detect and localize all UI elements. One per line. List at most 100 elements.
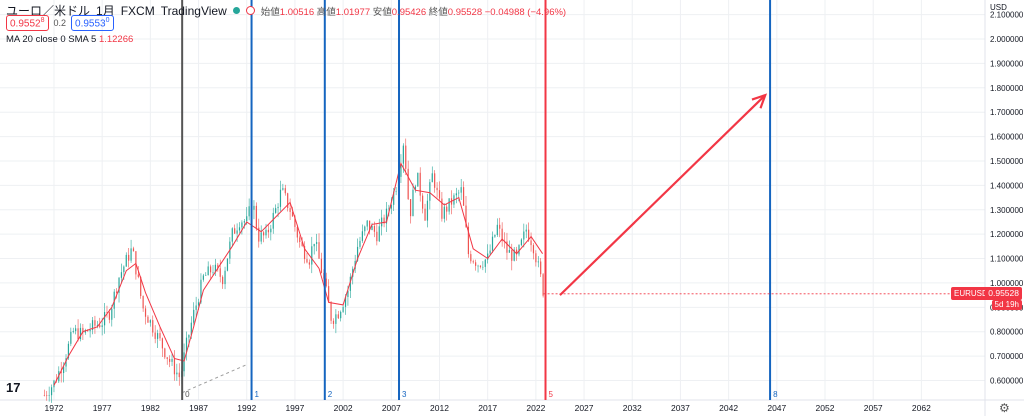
candle-body: [337, 314, 339, 319]
candle-body: [91, 320, 94, 330]
candle-body: [67, 343, 70, 359]
spread-value: 0.2: [53, 18, 67, 29]
candle-body: [448, 198, 450, 212]
y-tick-label: 1.200000: [990, 230, 1024, 239]
candle-body: [395, 191, 397, 192]
candle-body: [111, 308, 113, 320]
candle-body: [72, 331, 74, 332]
candle-body: [185, 337, 188, 353]
candle-body: [291, 211, 294, 217]
candle-body: [532, 245, 535, 254]
candle-body: [224, 270, 226, 285]
x-tick-label: 2047: [767, 403, 786, 413]
candle-body: [142, 296, 144, 309]
candle-body: [202, 275, 204, 280]
candle-body: [275, 208, 277, 213]
candle-body: [499, 224, 501, 229]
candle-body: [515, 249, 518, 255]
candle-body: [494, 235, 496, 237]
candle-body: [462, 187, 465, 206]
candle-body: [265, 229, 267, 236]
x-tick-label: 2032: [623, 403, 642, 413]
candle-body: [540, 261, 542, 275]
cycle-number-label: 1: [255, 390, 260, 399]
candle-body: [308, 262, 310, 265]
candle-body: [316, 242, 318, 244]
x-tick-label: 2007: [382, 403, 401, 413]
countdown-label: 5d 19h: [991, 300, 1022, 310]
candle-body: [169, 358, 171, 362]
y-tick-label: 1.600000: [990, 133, 1024, 142]
candle-body: [195, 305, 197, 310]
interval-label[interactable]: 1月: [96, 4, 115, 18]
candle-body: [446, 206, 448, 212]
candle-body: [130, 248, 132, 261]
candle-body: [393, 191, 395, 205]
candle-body: [472, 261, 474, 263]
candle-body: [173, 358, 176, 375]
candle-body: [159, 333, 161, 339]
candle-body: [344, 297, 347, 307]
symbol-name[interactable]: ユーロ／米ドル: [6, 4, 91, 18]
candle-body: [359, 240, 361, 247]
buy-button[interactable]: 0.95530: [71, 15, 114, 32]
candle-body: [60, 371, 62, 374]
candle-body: [226, 258, 229, 271]
x-tick-label: 1997: [285, 403, 304, 413]
candle-body: [183, 352, 185, 372]
candle-body: [82, 327, 84, 333]
cycle-number-label: 5: [549, 390, 554, 399]
candle-body: [209, 266, 212, 273]
y-tick-label: 0.600000: [990, 376, 1024, 385]
candle-body: [236, 230, 238, 234]
tradingview-logo-icon[interactable]: 17: [6, 380, 21, 395]
candle-body: [414, 186, 416, 190]
x-tick-label: 2027: [575, 403, 594, 413]
candle-body: [108, 312, 110, 320]
sell-button[interactable]: 0.95528: [6, 15, 49, 32]
candle-body: [243, 221, 245, 223]
x-tick-label: 2012: [430, 403, 449, 413]
candle-body: [200, 279, 202, 303]
cycle-number-label: 8: [773, 390, 778, 399]
candle-body: [65, 358, 67, 367]
candle-body: [128, 254, 130, 261]
candle-body: [75, 328, 77, 332]
candle-body: [258, 227, 260, 242]
candle-body: [364, 226, 366, 232]
candle-body: [161, 338, 163, 349]
forecast-arrow-head: [751, 93, 768, 109]
candle-body: [166, 357, 168, 359]
candle-body: [429, 182, 431, 201]
candle-body: [381, 217, 383, 227]
chart-header: ユーロ／米ドル 1月 FXCM TradingView 始値1.00516 高値…: [6, 2, 566, 19]
candle-body: [222, 276, 224, 285]
candle-body: [188, 335, 190, 338]
candle-body: [537, 261, 539, 263]
candle-body: [528, 229, 530, 241]
candle-body: [371, 225, 373, 230]
candle-body: [178, 372, 180, 378]
candle-body: [369, 220, 371, 230]
candle-body: [306, 259, 308, 263]
candle-body: [63, 366, 65, 374]
candle-body: [318, 242, 320, 259]
x-tick-label: 2002: [334, 403, 353, 413]
dashed-trend-line: [181, 364, 247, 394]
gear-icon[interactable]: ⚙: [999, 401, 1010, 415]
candle-body: [530, 240, 532, 246]
candle-body: [513, 249, 515, 261]
candle-body: [301, 241, 303, 247]
indicator-label: MA 20 close 0 SMA 5: [6, 34, 97, 45]
indicator-legend[interactable]: MA 20 close 0 SMA 5 1.12266: [6, 34, 133, 45]
y-tick-label: 1.500000: [990, 157, 1024, 166]
candle-body: [436, 187, 438, 191]
candle-body: [272, 212, 274, 229]
candle-body: [43, 395, 45, 396]
cycle-number-label: 2: [328, 390, 333, 399]
candle-body: [424, 208, 426, 221]
candle-body: [116, 291, 118, 293]
candle-body: [94, 320, 96, 326]
y-tick-label: 1.400000: [990, 181, 1024, 190]
